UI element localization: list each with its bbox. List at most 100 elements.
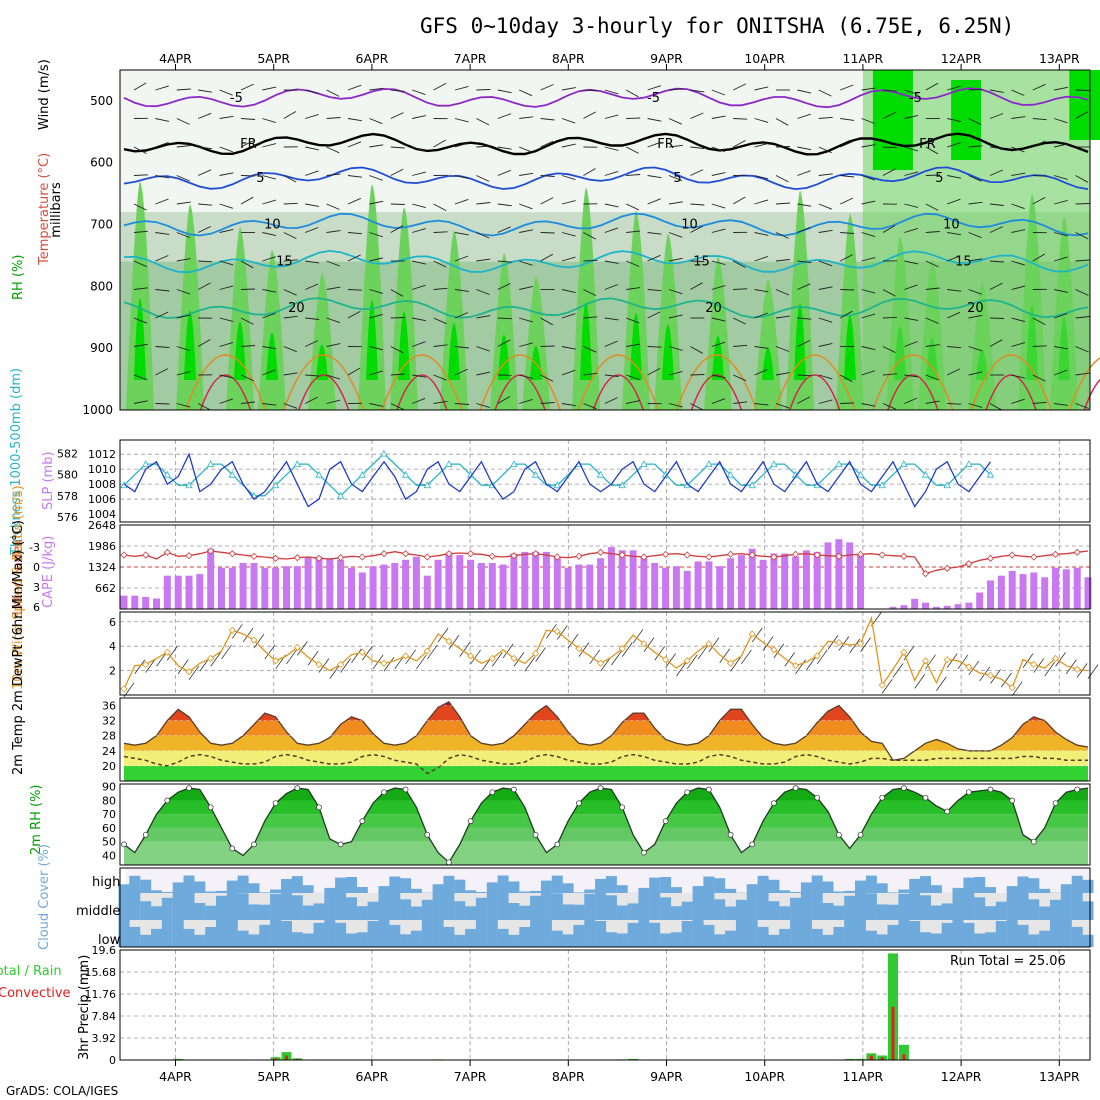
wind-barb <box>155 255 169 262</box>
cloud-cell <box>985 906 996 920</box>
lifted-index-point <box>640 553 648 561</box>
wind-barb <box>198 146 213 150</box>
wind-barb <box>326 89 340 97</box>
cloud-cell <box>584 893 596 920</box>
wind-speed-point <box>445 637 453 645</box>
cloud-cell <box>855 880 866 893</box>
cape-bar <box>564 567 572 609</box>
wind-barb <box>198 203 213 206</box>
wind-barb <box>861 87 876 91</box>
rh-point <box>1074 786 1081 793</box>
wind-barb <box>369 257 384 262</box>
cloud-cell <box>443 893 455 920</box>
isotherm-label: 5 <box>935 171 943 186</box>
wind-speed-point <box>207 654 215 662</box>
wind-barb <box>754 289 769 293</box>
wind-barb <box>784 652 796 667</box>
thickness-point <box>705 460 713 468</box>
wind-barb <box>519 260 533 266</box>
wind-barb <box>176 314 191 319</box>
cape-bar <box>672 566 680 609</box>
lifted-index-point <box>597 548 605 556</box>
wind-barb <box>626 400 640 404</box>
isotherm-3 <box>123 212 1089 237</box>
cloud-cell <box>356 887 368 893</box>
cloud-cell <box>475 892 487 893</box>
wind-barb <box>806 655 817 671</box>
wind-barb <box>390 289 404 297</box>
rh-core-upper <box>872 70 913 170</box>
li-tick--3: -3 <box>29 541 40 554</box>
wind-barb <box>133 317 148 324</box>
rh-column <box>440 230 468 410</box>
wind-tick-2: 2 <box>109 665 116 678</box>
cloud-cell <box>378 886 390 893</box>
wind-speed-point <box>726 659 735 667</box>
wind-barb <box>647 141 661 148</box>
cross-section-panel: -5-5-5FRFRFR555101010151515202020 500600… <box>11 59 1100 417</box>
wind-barb <box>861 232 876 238</box>
wind-barb <box>1075 316 1090 319</box>
cloud-cell <box>410 906 422 920</box>
wind-barb <box>989 89 1004 93</box>
wind-barb <box>818 286 833 290</box>
rh-point <box>771 800 777 807</box>
wind-barb <box>433 139 446 148</box>
wind-barb <box>176 258 191 262</box>
cape-bar <box>759 559 767 609</box>
top-date-5APR: 5APR <box>257 51 290 66</box>
cape-bar <box>553 556 561 609</box>
wind-barb <box>283 202 298 205</box>
wind-barb <box>632 628 644 644</box>
cape-bar <box>434 559 442 609</box>
cloud-cell <box>291 932 303 947</box>
cloud-cell <box>465 906 477 920</box>
cloud-cell <box>421 899 433 920</box>
wind-barb <box>240 83 254 91</box>
li-tick-0: 0 <box>33 561 40 574</box>
wind-barb <box>604 227 619 233</box>
cape-bar <box>542 551 550 609</box>
cape-bar <box>770 553 778 609</box>
cape-bar <box>174 575 182 609</box>
cloud-cell <box>540 880 552 893</box>
wind-barb <box>904 284 918 290</box>
wind-barb <box>476 202 491 205</box>
cloud-cell <box>281 893 292 920</box>
wind-barb <box>412 228 426 233</box>
thickness-point <box>185 481 193 489</box>
wind-speed-point <box>250 636 258 644</box>
wind-barb <box>583 259 598 262</box>
cloud-cell <box>638 920 650 947</box>
wind-speed-point <box>120 685 128 693</box>
rh-band <box>124 788 1088 801</box>
isotherm-25 <box>184 354 267 411</box>
wind-barb <box>433 231 448 233</box>
wind-barb <box>240 196 254 205</box>
wind-barb <box>690 89 705 93</box>
wind-barb <box>751 627 763 643</box>
cloud-cell <box>356 932 368 947</box>
isotherm-25 <box>970 354 1052 411</box>
cloud-cell <box>995 901 1007 920</box>
wind-barb <box>1075 175 1089 183</box>
wind-barb <box>437 627 449 643</box>
cape-bar <box>142 596 150 609</box>
wind-barb <box>262 312 276 319</box>
wind-barb <box>476 315 491 319</box>
wind-barb <box>155 232 170 235</box>
cloud-cell <box>909 921 921 947</box>
isotherm-5 <box>123 297 1089 319</box>
rh-point <box>814 794 821 801</box>
cape-bar <box>1019 574 1027 609</box>
slp-tick-1010: 1010 <box>88 463 116 476</box>
wind-barb <box>1011 116 1026 119</box>
rh-point <box>1052 800 1059 807</box>
rh-core-upper <box>1069 70 1100 140</box>
wind-barb <box>369 403 384 407</box>
lifted-index-point <box>315 554 323 562</box>
wind-barb <box>775 232 789 239</box>
precip-tick-0: 0 <box>109 1054 116 1067</box>
cloud-cell <box>551 893 563 920</box>
